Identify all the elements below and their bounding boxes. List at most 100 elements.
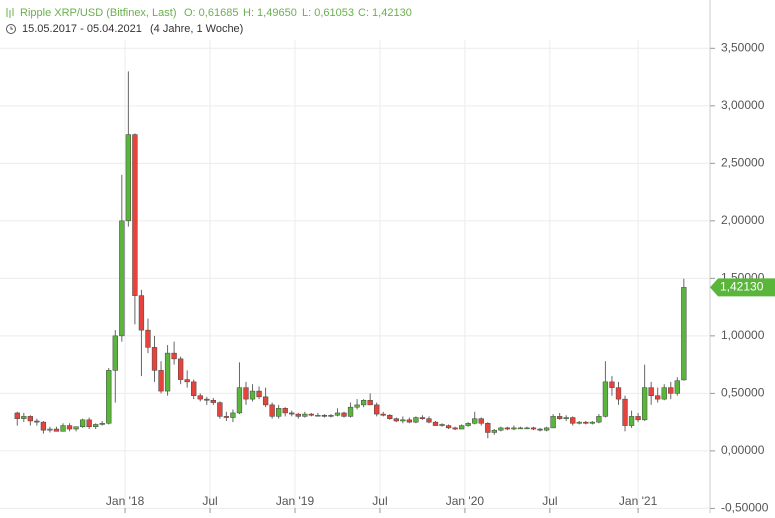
candle-body [406,419,413,423]
candle-body [628,416,635,426]
candle-body [262,396,269,406]
x-tick-label: Jul [542,494,557,508]
candle-body [524,427,530,430]
candle-body [452,427,458,430]
candle-body [557,416,563,419]
candle-body [243,387,249,400]
close-value: C: 1,42130 [358,7,412,19]
x-tick-label: Jul [372,494,387,508]
candle-body [347,406,354,417]
candle-body [132,134,138,296]
candle-body [445,425,452,429]
candle-body [622,398,628,426]
candle-body [112,335,118,371]
candle-body [543,427,550,431]
candle-body [641,387,648,421]
candle-body [602,381,609,417]
last-price-tag [710,278,775,297]
candle-body [197,395,203,400]
candle-body [79,419,86,427]
candle-body [478,418,484,424]
candle-body [217,402,223,417]
y-tick-label: -0,50000 [721,501,769,513]
x-tick-label: Jul [202,494,217,508]
candle-body [47,428,53,431]
candle-body [321,414,328,417]
candle-body [609,381,615,388]
candle-body [374,404,380,415]
candle-body [315,414,321,417]
candle-body [498,427,504,431]
candle-body [308,413,314,416]
high-value: H: 1,49650 [243,7,297,19]
candle-body [400,419,406,422]
candle-body [354,404,360,408]
candle-body [73,426,79,430]
y-tick-label: 2,50000 [721,156,765,170]
candle-body [661,387,667,400]
y-tick-label: 0,00000 [721,443,765,457]
candle-body [576,421,582,424]
duration: (4 Jahre, 1 Woche) [150,23,243,35]
candle-body [465,423,471,426]
candle-body [648,387,654,396]
candle-body [387,414,393,419]
candle-body [210,400,216,403]
candle-body [158,370,164,392]
candle-body [432,421,439,426]
candle-body [491,429,497,433]
header: Ripple XRP/USD (Bitfinex, Last) O: 0,616… [6,7,412,35]
candle-body [276,408,282,417]
candle-body [563,417,569,419]
y-tick-label: 0,50000 [721,386,765,400]
candle-body [302,413,308,417]
candle-body [269,404,275,417]
candle-body [138,295,145,331]
candle-body [517,427,524,430]
candle-body [380,413,386,416]
candle-body [289,412,295,415]
candle-body [177,358,184,380]
candle-body [458,425,465,430]
candle-body [151,347,158,371]
candle-body [341,412,347,417]
candle-body [86,419,92,427]
candle-body [367,400,373,406]
candle-body [27,416,33,422]
low-value: L: 0,61053 [302,7,354,19]
last-price-label: 1,42130 [720,280,764,294]
candle-body [635,416,641,421]
clock-icon [6,24,16,34]
candle-body [674,380,680,394]
candle-body [472,418,478,424]
candle-body [236,387,243,414]
chart-icon [6,8,14,18]
chart-title: Ripple XRP/USD (Bitfinex, Last) [20,7,177,19]
y-tick-label: 3,00000 [721,98,765,112]
candle-body [419,417,426,419]
candle-body [204,398,210,401]
candle-body [249,390,256,400]
candle-body [99,423,105,425]
candle-body [596,416,602,423]
y-tick-label: 3,50000 [721,40,765,54]
candle-body [93,424,99,427]
candle-body [295,413,301,417]
candle-body [439,424,445,426]
candle-body [530,427,537,430]
candle-body [53,428,60,432]
candle-body [34,420,40,423]
candle-body [583,421,589,424]
candle-body [106,370,112,424]
candle-body [66,425,73,430]
candle-body [191,381,197,396]
candle-body [334,412,341,416]
candle-body [413,417,419,423]
x-tick-label: Jan '20 [446,494,485,508]
candle-body [615,387,622,400]
open-value: O: 0,61685 [184,7,238,19]
candle-body [14,412,20,419]
candle-body [171,352,177,360]
candle-body [21,416,27,419]
